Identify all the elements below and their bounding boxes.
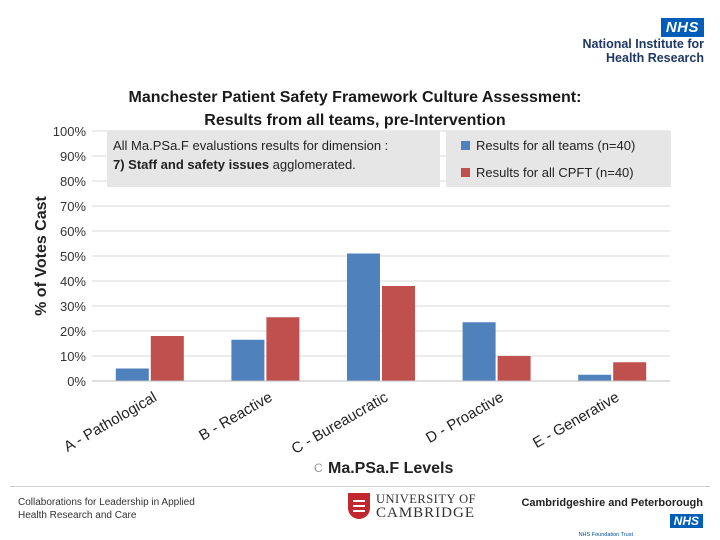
legend-swatch <box>461 141 470 150</box>
legend-box <box>446 131 671 187</box>
nihr-line-1: National Institute for <box>582 37 704 51</box>
cambridge-shield-icon <box>348 493 370 519</box>
nhs-logo: NHS <box>660 18 704 37</box>
y-tick-label: 100% <box>53 124 87 139</box>
cpft-subtitle: NHS Foundation Trust <box>578 532 633 538</box>
clahrc-line-1: Collaborations for Leadership in Applied <box>18 497 195 508</box>
legend-label: Results for all teams (n=40) <box>476 138 635 153</box>
cpft-name: Cambridgeshire and Peterborough <box>521 496 703 509</box>
x-tick-label: A - Pathological <box>61 389 160 456</box>
bar-teams <box>231 339 265 381</box>
clahrc-line-2: Health Research and Care <box>18 510 137 521</box>
bar-cpft <box>382 286 415 381</box>
annotation-rest: agglomerated. <box>269 157 356 172</box>
nihr-line-2: Health Research <box>606 51 704 65</box>
x-tick-label: B - Reactive <box>196 389 275 445</box>
annotation-bold: 7) Staff and safety issues <box>113 157 269 172</box>
nihr-logo: NHS National Institute for Health Resear… <box>582 18 704 65</box>
bar-teams <box>578 374 612 381</box>
y-tick-label: 20% <box>60 324 86 339</box>
footer-separator <box>10 486 710 487</box>
legend-label: Results for all CPFT (n=40) <box>476 165 634 180</box>
y-tick-label: 70% <box>60 199 86 214</box>
y-tick-label: 40% <box>60 274 86 289</box>
annotation-box <box>107 131 440 187</box>
cpft-logo: Cambridgeshire and Peterborough NHS NHS … <box>498 494 703 538</box>
x-axis-label-prefix: C <box>314 461 323 475</box>
x-tick-label: C - Bureaucratic <box>289 388 392 457</box>
x-tick-label: E - Generative <box>530 389 622 452</box>
y-tick-label: 50% <box>60 249 86 264</box>
bar-cpft <box>150 336 184 381</box>
x-tick-label: D - Proactive <box>423 389 507 447</box>
annotation-line-2: 7) Staff and safety issues agglomerated. <box>113 157 356 172</box>
bar-teams <box>115 368 149 381</box>
y-tick-label: 80% <box>60 174 86 189</box>
clahrc-logo: Collaborations for Leadership in Applied… <box>18 496 195 522</box>
bar-cpft <box>613 362 647 381</box>
y-tick-label: 0% <box>67 374 86 389</box>
bar-teams <box>462 322 496 381</box>
bar-cpft <box>497 356 531 381</box>
cambridge-logo: UNIVERSITY OF CAMBRIDGE <box>348 492 477 521</box>
y-axis-label: % of Votes Cast <box>33 195 50 315</box>
cambridge-line-2: CAMBRIDGE <box>376 505 476 521</box>
y-tick-label: 30% <box>60 299 86 314</box>
chart-subtitle: Results from all teams, pre-Intervention <box>204 112 506 129</box>
annotation-line-1: All Ma.PSa.F evalustions results for dim… <box>113 138 388 153</box>
chart-title: Manchester Patient Safety Framework Cult… <box>128 89 582 106</box>
bar-cpft <box>266 317 300 381</box>
cpft-nhs-logo: NHS <box>669 513 703 528</box>
y-tick-label: 10% <box>60 349 86 364</box>
cambridge-line-1: UNIVERSITY OF <box>376 492 477 506</box>
x-axis-label: Ma.PSa.F Levels <box>328 460 453 477</box>
bar-teams <box>347 253 380 381</box>
y-tick-label: 90% <box>60 149 86 164</box>
legend-swatch <box>461 168 470 177</box>
bar-chart: 0% 10% 20% 30% 40% 50% 60% 70% 80% 90% 100% % of Vo… <box>33 124 671 477</box>
y-tick-label: 60% <box>60 224 86 239</box>
